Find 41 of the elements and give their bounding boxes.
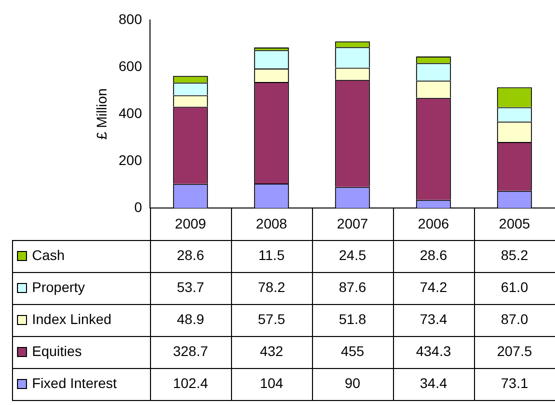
data-label: 24.5 xyxy=(338,246,366,263)
data-label: 90 xyxy=(344,374,360,391)
legend-label: Property xyxy=(32,278,85,295)
y-tick-label: 400 xyxy=(118,104,142,121)
data-label: 207.5 xyxy=(496,342,532,359)
data-label: 57.5 xyxy=(258,310,286,327)
data-label: 74.2 xyxy=(420,278,448,295)
legend-label: Index Linked xyxy=(32,310,112,327)
x-tick-label: 2008 xyxy=(256,215,288,232)
data-label: 61.0 xyxy=(500,278,528,295)
data-label: 51.8 xyxy=(338,310,366,327)
data-label: 434.3 xyxy=(416,342,452,359)
x-tick-label: 2007 xyxy=(336,215,368,232)
data-label: 432 xyxy=(260,342,284,359)
data-label: 102.4 xyxy=(172,374,208,391)
data-label: 28.6 xyxy=(176,246,204,263)
data-label: 28.6 xyxy=(420,246,448,263)
data-label: 85.2 xyxy=(500,246,528,263)
data-label: 87.6 xyxy=(338,278,366,295)
legend-label: Equities xyxy=(32,342,82,359)
data-label: 78.2 xyxy=(258,278,286,295)
x-tick-label: 2005 xyxy=(498,215,530,232)
data-label: 53.7 xyxy=(176,278,204,295)
x-tick-label: 2006 xyxy=(418,215,450,232)
y-axis-title: £ Million xyxy=(93,88,110,140)
data-label: 455 xyxy=(340,342,364,359)
data-label: 87.0 xyxy=(500,310,528,327)
data-label: 328.7 xyxy=(172,342,208,359)
y-tick-label: 0 xyxy=(134,198,142,215)
x-tick-label: 2009 xyxy=(174,215,206,232)
data-label: 73.4 xyxy=(420,310,448,327)
data-label: 73.1 xyxy=(500,374,528,391)
data-label: 104 xyxy=(260,374,284,391)
legend-label: Cash xyxy=(32,246,65,263)
data-label: 11.5 xyxy=(258,246,285,263)
y-tick-label: 800 xyxy=(118,10,142,27)
y-tick-label: 200 xyxy=(118,152,142,168)
y-tick-label: 600 xyxy=(118,58,142,74)
data-label: 34.4 xyxy=(420,374,448,391)
data-label: 48.9 xyxy=(176,310,204,327)
legend-label: Fixed Interest xyxy=(32,374,117,391)
